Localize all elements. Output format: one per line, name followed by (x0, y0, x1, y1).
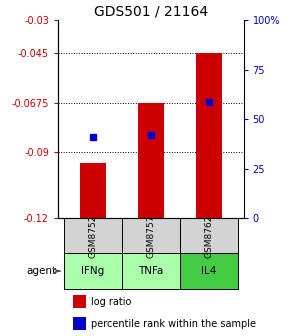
Bar (122, 253, 180, 289)
Text: IFNg: IFNg (81, 266, 104, 276)
Text: GSM8757: GSM8757 (146, 214, 155, 258)
Bar (73, 295, 86, 308)
Bar (138, 103, 164, 218)
Text: TNFa: TNFa (138, 266, 164, 276)
Text: agent: agent (27, 266, 57, 276)
Text: log ratio: log ratio (91, 297, 132, 307)
Text: IL4: IL4 (201, 266, 217, 276)
Bar (196, 53, 222, 218)
Bar (180, 253, 238, 289)
Bar (73, 317, 86, 330)
Bar (122, 218, 180, 253)
Bar (64, 218, 122, 253)
Bar (64, 253, 122, 289)
Text: percentile rank within the sample: percentile rank within the sample (91, 319, 256, 329)
Title: GDS501 / 21164: GDS501 / 21164 (94, 5, 208, 19)
Bar (180, 218, 238, 253)
Bar (80, 163, 106, 218)
Text: GSM8762: GSM8762 (204, 214, 213, 257)
Text: GSM8752: GSM8752 (88, 214, 97, 257)
